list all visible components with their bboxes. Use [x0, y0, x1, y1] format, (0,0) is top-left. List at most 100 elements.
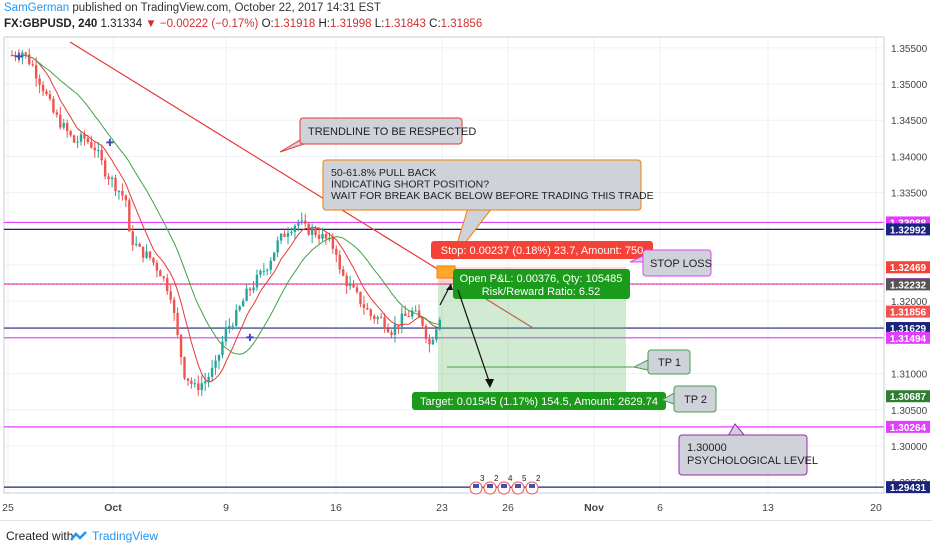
created-with-text: Created with [6, 529, 74, 543]
last-price: 1.31334 [100, 18, 143, 30]
entry-marker [436, 265, 456, 279]
close-label: C: [429, 18, 441, 30]
candle-body [128, 200, 131, 232]
price-badge [886, 223, 930, 236]
event-count: 2 [536, 474, 541, 483]
candle-body [138, 243, 141, 247]
candle-body [166, 278, 169, 292]
candle-body [321, 233, 324, 239]
candle-body [428, 338, 431, 345]
candle-body [28, 54, 31, 65]
candle-body [141, 246, 145, 258]
candle-body [314, 228, 317, 236]
candle-body [297, 221, 300, 226]
candle-body [407, 316, 410, 318]
candle-body [200, 383, 203, 391]
candle-body [238, 306, 241, 310]
candle-body [266, 269, 269, 271]
symbol-name[interactable]: FX:GBPUSD, 240 [4, 18, 98, 30]
candle-body [235, 309, 238, 326]
candle-body [390, 332, 393, 335]
target-arrow [457, 289, 491, 385]
chart-grid [3, 36, 885, 494]
annotations: TRENDLINE TO BE RESPECTED 50-61.8% PULL B… [279, 117, 818, 476]
stop-label-box [431, 241, 653, 259]
time-tick-label: 16 [330, 502, 342, 514]
price-badge [886, 331, 930, 344]
candle-body [417, 310, 421, 318]
candle-body [186, 378, 190, 381]
psych-pointer [727, 423, 747, 437]
candle-body [162, 276, 165, 279]
candle-body [83, 134, 86, 139]
tp2-callout [673, 385, 717, 413]
candle-body [283, 233, 286, 237]
candle-body [100, 150, 103, 161]
candle-body [317, 235, 321, 239]
price-badge [886, 420, 930, 433]
price-tick-label: 1.33500 [891, 189, 928, 200]
candle-body [197, 383, 200, 391]
target-label-text: Target: 0.01545 (1.17%) 154.5, Amount: 2… [420, 396, 658, 408]
candle-body [290, 231, 293, 234]
pullback-callout-text: INDICATING SHORT POSITION? [331, 179, 489, 191]
tp2-text: TP 2 [684, 394, 707, 406]
candle-body [342, 269, 345, 276]
candle-body [38, 78, 41, 85]
close-value: 1.31856 [440, 18, 483, 30]
price-tick-label: 1.35000 [891, 80, 928, 91]
author-link[interactable]: SamGerman [4, 2, 70, 14]
candle-body [179, 334, 183, 358]
sma-slow-line [11, 54, 440, 355]
candlesticks [10, 48, 441, 396]
price-badge-text: 1.32992 [890, 225, 927, 236]
candle-body [131, 231, 134, 245]
stop-loss-text: STOP LOSS [650, 258, 712, 270]
price-tick-label: 1.31000 [891, 370, 928, 381]
candle-body [273, 252, 276, 261]
candle-body [62, 123, 65, 128]
candle-body [438, 320, 441, 330]
price-axis: 1.355001.350001.345001.340001.335001.330… [883, 37, 932, 494]
candle-body [103, 160, 107, 177]
pullback-callout-text: 50-61.8% PULL BACK [331, 167, 436, 179]
candle-body [93, 147, 96, 151]
candle-body [24, 52, 27, 55]
candle-body [55, 112, 59, 115]
candle-body [34, 65, 38, 79]
candle-body [45, 91, 48, 95]
time-tick-label: 6 [657, 502, 663, 514]
candle-body [414, 310, 417, 312]
price-badge [886, 278, 930, 291]
candle-body [210, 367, 214, 377]
stop-loss-callout [642, 249, 712, 277]
candle-body [172, 299, 176, 313]
candle-body [231, 325, 234, 327]
candle-body [293, 225, 297, 232]
price-badge-text: 1.30687 [890, 392, 927, 403]
candle-body [183, 357, 186, 379]
event-count: 3 [480, 474, 485, 483]
candle-body [217, 354, 221, 361]
low-value: 1.31843 [384, 18, 426, 30]
tradingview-brand-link[interactable]: TradingView [92, 529, 159, 543]
price-tick-label: 1.35500 [891, 44, 928, 55]
candle-body [31, 64, 34, 66]
candle-body [224, 327, 228, 342]
moving-averages: ✚ ✚ ✚ [11, 52, 440, 383]
open-label: O: [261, 18, 274, 30]
time-axis: 25 Oct 9 16 23 26 Nov 6 13 20 [2, 492, 884, 514]
candle-body [248, 288, 252, 291]
candle-body [307, 223, 310, 235]
price-tick-label: 1.34500 [891, 116, 928, 127]
candle-body [124, 195, 128, 201]
psych-text: PSYCHOLOGICAL LEVEL [687, 455, 818, 467]
candle-body [97, 150, 100, 152]
candle-body [79, 134, 83, 142]
candle-body [404, 313, 407, 317]
candle-body [52, 98, 55, 113]
pullback-callout-text: WAIT FOR BREAK BACK BELOW BEFORE TRADING… [331, 190, 654, 202]
candle-body [176, 312, 179, 335]
